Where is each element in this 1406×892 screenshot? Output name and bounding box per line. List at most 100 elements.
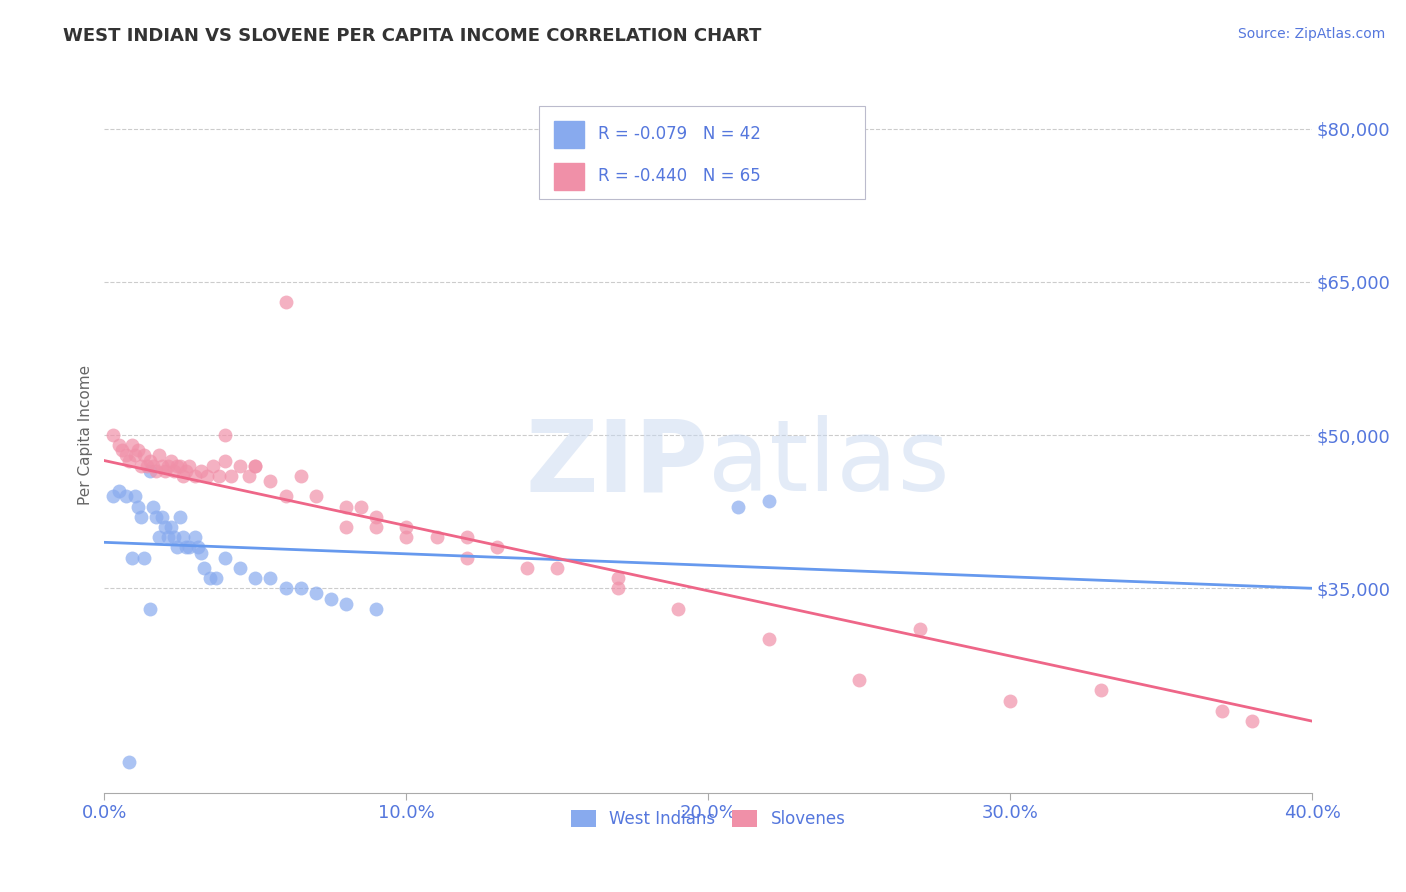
Point [290,469,312,483]
Point [425,530,447,544]
Point [156,458,179,473]
Text: WEST INDIAN VS SLOVENE PER CAPITA INCOME CORRELATION CHART: WEST INDIAN VS SLOVENE PER CAPITA INCOME… [63,27,762,45]
Point [121,550,143,565]
FancyBboxPatch shape [538,106,865,199]
Point [172,530,194,544]
Point [138,601,160,615]
Point [335,597,357,611]
Point [138,453,160,467]
Point [159,520,181,534]
Point [163,530,186,544]
Point [366,509,388,524]
Point [108,484,131,499]
Point [319,591,342,606]
Point [153,520,176,534]
Point [114,449,136,463]
Point [190,545,212,559]
Point [117,453,139,467]
Point [153,464,176,478]
Legend: West Indians, Slovenes: West Indians, Slovenes [564,803,852,834]
Point [132,449,155,463]
Point [159,453,181,467]
Point [727,500,749,514]
Point [456,530,478,544]
Point [198,571,221,585]
Point [103,428,125,442]
Point [758,494,780,508]
Point [350,500,373,514]
Point [127,500,149,514]
Point [135,458,157,473]
Point [156,530,179,544]
Point [395,520,418,534]
Text: Source: ZipAtlas.com: Source: ZipAtlas.com [1237,27,1385,41]
Y-axis label: Per Capita Income: Per Capita Income [79,365,93,505]
Point [395,530,418,544]
Point [138,464,160,478]
Point [145,509,167,524]
Point [758,632,780,647]
Point [132,550,155,565]
Point [606,571,628,585]
Point [335,500,357,514]
Point [245,458,267,473]
Point [229,458,252,473]
Point [169,458,191,473]
Point [150,458,173,473]
Point [169,509,191,524]
Point [174,464,197,478]
Point [238,469,260,483]
Point [274,582,297,596]
FancyBboxPatch shape [554,162,583,190]
Point [142,458,165,473]
Point [1211,704,1233,718]
Point [546,561,568,575]
Point [184,469,207,483]
Point [214,428,236,442]
Text: R = -0.440   N = 65: R = -0.440 N = 65 [599,167,761,186]
Point [208,469,231,483]
Point [214,550,236,565]
Point [124,449,146,463]
Point [129,509,152,524]
Point [245,458,267,473]
Point [366,601,388,615]
Point [108,438,131,452]
Point [163,464,186,478]
Point [335,520,357,534]
Point [259,474,281,488]
Point [229,561,252,575]
Point [219,469,242,483]
Point [103,489,125,503]
Point [1240,714,1263,728]
Point [129,458,152,473]
Point [998,694,1021,708]
Point [274,295,297,310]
Text: R = -0.079   N = 42: R = -0.079 N = 42 [599,125,761,144]
Point [485,541,508,555]
Point [245,571,267,585]
FancyBboxPatch shape [554,120,583,148]
Point [1090,683,1112,698]
Point [516,561,538,575]
Point [148,449,170,463]
Point [142,500,165,514]
Point [187,541,209,555]
Point [124,489,146,503]
Point [848,673,870,688]
Point [202,458,225,473]
Point [305,586,328,600]
Point [190,464,212,478]
Point [366,520,388,534]
Point [305,489,328,503]
Point [274,489,297,503]
Point [166,458,188,473]
Point [908,622,931,636]
Point [177,541,200,555]
Point [195,469,218,483]
Point [114,489,136,503]
Point [150,509,173,524]
Point [259,571,281,585]
Point [121,438,143,452]
Point [666,601,689,615]
